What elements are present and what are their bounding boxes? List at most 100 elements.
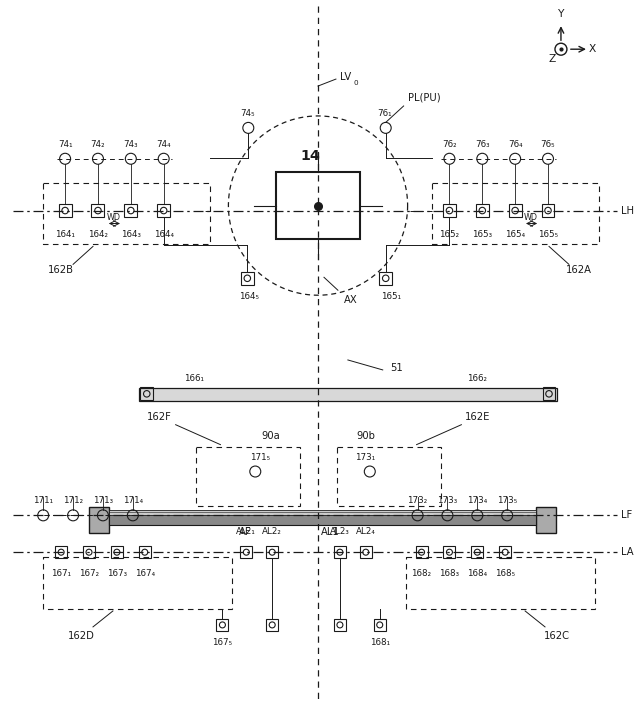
Bar [92,204,104,217]
Text: 74₂: 74₂ [91,139,106,149]
Text: 168₄: 168₄ [467,569,488,578]
Text: 76₂: 76₂ [442,139,457,149]
Bar [59,204,72,217]
Text: WD: WD [524,212,538,222]
Text: 162A: 162A [566,265,592,275]
Text: 0: 0 [354,80,358,86]
Text: 162D: 162D [68,631,95,641]
Text: LA: LA [621,547,634,557]
Text: 74₃: 74₃ [124,139,138,149]
Text: 171₂: 171₂ [63,496,83,505]
Text: 162E: 162E [465,411,491,422]
Text: 162F: 162F [147,411,172,422]
Text: 167₄: 167₄ [134,569,155,578]
Text: 76₅: 76₅ [541,139,556,149]
Bar [471,546,483,558]
Bar [374,619,386,631]
Bar [109,510,536,515]
Bar [444,546,456,558]
Text: AL2₁: AL2₁ [236,527,256,536]
Text: 76₃: 76₃ [475,139,490,149]
Text: LV: LV [340,72,351,82]
Text: 74₄: 74₄ [156,139,171,149]
Text: 164₄: 164₄ [154,231,173,240]
Text: LH: LH [621,205,634,215]
Text: 164₃: 164₃ [121,231,141,240]
Text: 74₅: 74₅ [240,109,255,118]
Text: 74₁: 74₁ [58,139,72,149]
Text: 173₄: 173₄ [467,496,488,505]
Bar [431,183,599,245]
Text: 90a: 90a [261,430,280,441]
Bar [124,204,138,217]
Bar [139,546,151,558]
Bar [276,172,360,240]
Bar [109,513,536,525]
Bar [111,546,123,558]
Text: 165₄: 165₄ [505,231,525,240]
Text: 167₅: 167₅ [212,638,232,647]
Text: LF: LF [621,510,632,520]
Bar [44,557,232,609]
Bar [499,546,511,558]
Bar [266,546,278,558]
Bar [509,204,522,217]
Text: 166₂: 166₂ [467,374,487,383]
Bar [139,388,557,401]
Bar [196,447,300,506]
Text: 167₂: 167₂ [79,569,99,578]
Bar [406,557,595,609]
Text: AL2₄: AL2₄ [356,527,376,536]
Bar [543,388,556,400]
Bar [334,546,346,558]
Text: WD: WD [107,212,121,222]
Bar [266,619,278,631]
Text: 165₂: 165₂ [440,231,460,240]
Text: Z: Z [548,54,556,64]
Text: AL1: AL1 [321,527,339,537]
Text: 90b: 90b [357,430,376,441]
Text: AX: AX [344,295,358,305]
Text: 171₃: 171₃ [93,496,113,505]
Text: 167₁: 167₁ [51,569,71,578]
Text: 168₅: 168₅ [495,569,515,578]
Bar [44,183,211,245]
Bar [380,272,392,285]
Text: 173₁: 173₁ [355,453,375,461]
Text: 14: 14 [300,149,320,163]
Text: AL2₃: AL2₃ [330,527,350,536]
Text: 168₃: 168₃ [440,569,460,578]
Text: 168₂: 168₂ [412,569,431,578]
Text: 164₂: 164₂ [88,231,108,240]
Text: 167₃: 167₃ [107,569,127,578]
Bar [157,204,170,217]
Text: 173₂: 173₂ [408,496,428,505]
Text: 164₅: 164₅ [239,292,259,301]
Text: 166₁: 166₁ [184,374,204,383]
Text: 171₁: 171₁ [33,496,53,505]
Text: AL2₂: AL2₂ [262,527,282,536]
Bar [541,204,554,217]
Text: Y: Y [557,9,564,20]
Text: 168₁: 168₁ [370,638,390,647]
Bar [536,508,556,533]
Text: 162B: 162B [48,265,74,275]
Bar [476,204,489,217]
Bar [83,546,95,558]
Text: 162C: 162C [544,631,570,641]
Text: PL(PU): PL(PU) [408,93,440,103]
Bar [241,272,254,285]
Text: 76₄: 76₄ [508,139,522,149]
Bar [55,546,67,558]
Text: 165₃: 165₃ [472,231,492,240]
Bar [337,447,442,506]
Text: X: X [589,44,596,54]
Text: 51: 51 [390,363,403,373]
Bar [415,546,428,558]
Text: 173₃: 173₃ [437,496,458,505]
Bar [216,619,228,631]
Bar [360,546,372,558]
Text: AF: AF [239,527,252,537]
Text: 171₄: 171₄ [123,496,143,505]
Bar [140,388,153,400]
